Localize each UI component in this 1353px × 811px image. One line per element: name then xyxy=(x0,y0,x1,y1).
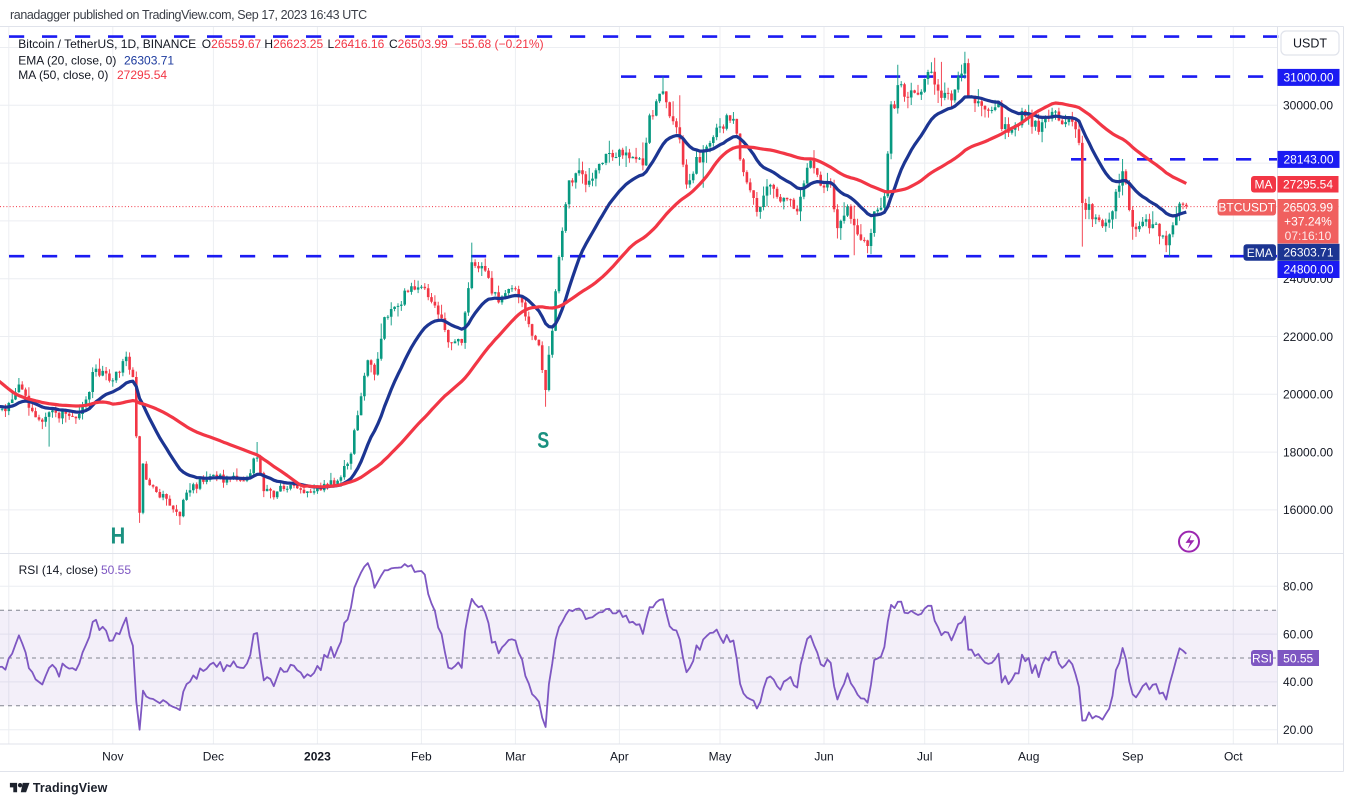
svg-text:Aug: Aug xyxy=(1018,750,1039,764)
svg-text:H: H xyxy=(111,523,126,549)
svg-text:20000.00: 20000.00 xyxy=(1283,388,1333,402)
svg-text:S: S xyxy=(537,427,549,453)
svg-text:USDT: USDT xyxy=(1293,37,1327,51)
svg-text:50.55: 50.55 xyxy=(1283,651,1313,665)
svg-text:Nov: Nov xyxy=(102,750,123,764)
svg-text:24800.00: 24800.00 xyxy=(1283,263,1333,277)
svg-text:MA: MA xyxy=(1255,178,1273,192)
svg-text:Jul: Jul xyxy=(917,750,932,764)
svg-text:RSI (14, close)50.55: RSI (14, close) 50.55 xyxy=(19,563,132,577)
svg-text:EMA: EMA xyxy=(1247,246,1273,260)
svg-text:07:16:10: 07:16:10 xyxy=(1285,229,1332,243)
svg-text:60.00: 60.00 xyxy=(1283,627,1313,641)
svg-text:80.00: 80.00 xyxy=(1283,580,1313,594)
svg-text:MA (50, close, 0)27295.54: MA (50, close, 0) 27295.54 xyxy=(18,68,167,82)
svg-text:TradingView: TradingView xyxy=(33,781,108,795)
svg-text:Mar: Mar xyxy=(505,750,526,764)
svg-text:BTCUSDT: BTCUSDT xyxy=(1218,201,1275,215)
svg-text:Apr: Apr xyxy=(610,750,629,764)
svg-text:RSI: RSI xyxy=(1252,651,1272,665)
svg-text:26503.99: 26503.99 xyxy=(1283,201,1333,215)
svg-text:Oct: Oct xyxy=(1224,750,1243,764)
svg-text:2023: 2023 xyxy=(304,750,331,764)
svg-text:Bitcoin / TetherUS, 1D, BINANC: Bitcoin / TetherUS, 1D, BINANCE O26559.67… xyxy=(18,37,543,51)
svg-text:27295.54: 27295.54 xyxy=(1283,178,1333,192)
svg-text:ranadagger published on Tradin: ranadagger published on TradingView.com,… xyxy=(10,8,367,22)
svg-text:May: May xyxy=(709,750,732,764)
svg-text:28143.00: 28143.00 xyxy=(1283,153,1333,167)
svg-text:22000.00: 22000.00 xyxy=(1283,330,1333,344)
svg-text:EMA (20, close, 0)26303.71: EMA (20, close, 0) 26303.71 xyxy=(18,54,174,68)
svg-text:31000.00: 31000.00 xyxy=(1283,71,1333,85)
svg-text:40.00: 40.00 xyxy=(1283,675,1313,689)
svg-text:26303.71: 26303.71 xyxy=(1283,246,1333,260)
svg-text:30000.00: 30000.00 xyxy=(1283,99,1333,113)
svg-text:Dec: Dec xyxy=(203,750,224,764)
svg-text:Sep: Sep xyxy=(1122,750,1144,764)
svg-text:20.00: 20.00 xyxy=(1283,723,1313,737)
svg-text:16000.00: 16000.00 xyxy=(1283,503,1333,517)
svg-text:+37.24%: +37.24% xyxy=(1284,215,1332,229)
svg-text:Feb: Feb xyxy=(411,750,432,764)
svg-text:Jun: Jun xyxy=(814,750,833,764)
svg-text:18000.00: 18000.00 xyxy=(1283,445,1333,459)
